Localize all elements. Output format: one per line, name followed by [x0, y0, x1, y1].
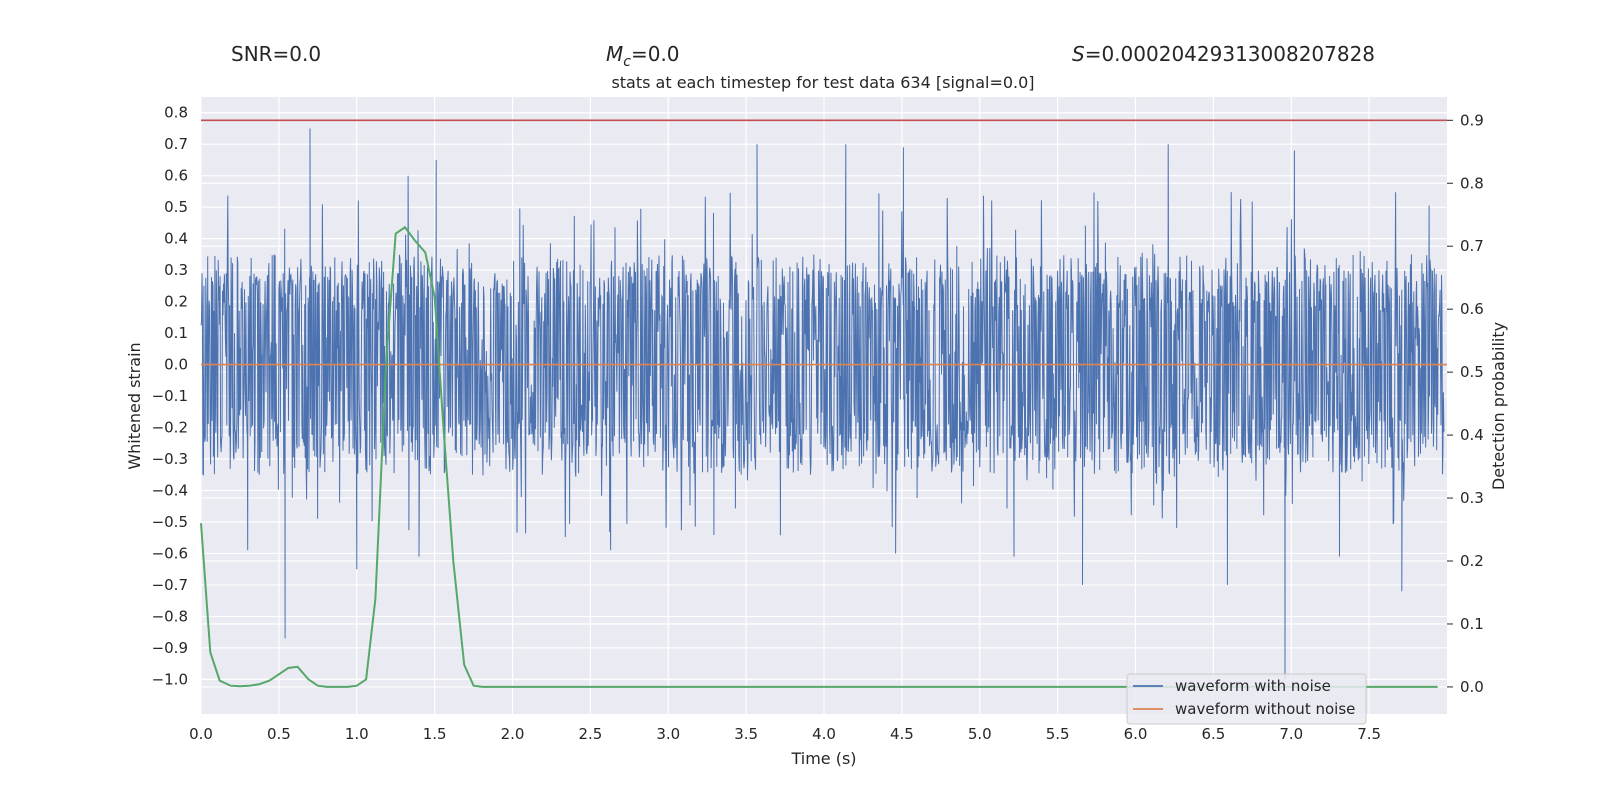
x-tick-label-11: 5.5	[1046, 725, 1070, 743]
y-left-tick-label-14: −0.6	[152, 544, 188, 562]
waveform-with-noise-series	[200, 128, 1445, 680]
x-tick-labels: 0.0 0.5 1.0 1.5 2.0 2.5 3.0 3.5 4.0 4.5 5.0 5.5 6.0 6…	[189, 725, 1381, 743]
x-tick-label-4: 2.0	[501, 725, 525, 743]
y-right-tick-label-1: 0.8	[1460, 174, 1484, 192]
y-left-tick-label-6: 0.2	[164, 293, 188, 311]
y-right-tick-labels: 0.9 0.8 0.7 0.6 0.5 0.4 0.3 0.2 0.1 0.0	[1447, 111, 1484, 696]
y-left-tick-label-9: −0.1	[152, 387, 188, 405]
y-left-tick-label-15: −0.7	[152, 576, 188, 594]
y-right-tick-label-4: 0.5	[1460, 363, 1484, 381]
y-left-tick-label-2: 0.6	[164, 167, 188, 185]
x-tick-label-6: 3.0	[656, 725, 680, 743]
y-right-tick-label-7: 0.2	[1460, 552, 1484, 570]
y-left-tick-label-1: 0.7	[164, 135, 188, 153]
x-tick-label-7: 3.5	[734, 725, 758, 743]
x-tick-label-2: 1.0	[345, 725, 369, 743]
y-left-tick-label-13: −0.5	[152, 513, 188, 531]
x-tick-label-3: 1.5	[423, 725, 447, 743]
y-left-tick-labels: 0.8 0.7 0.6 0.5 0.4 0.3 0.2 0.1 0.0 −0.1 −0.2 −0.3 −…	[152, 104, 188, 689]
y-right-tick-label-0: 0.9	[1460, 111, 1484, 129]
x-tick-label-5: 2.5	[578, 725, 602, 743]
y-left-tick-label-3: 0.5	[164, 198, 188, 216]
legend-box	[1126, 673, 1367, 725]
x-tick-label-12: 6.0	[1124, 725, 1148, 743]
y-left-tick-label-17: −0.9	[152, 639, 188, 657]
y-right-tick-label-8: 0.1	[1460, 615, 1484, 633]
x-tick-label-13: 6.5	[1201, 725, 1225, 743]
x-tick-label-1: 0.5	[267, 725, 291, 743]
x-axis-label: Time (s)	[790, 749, 856, 768]
legend: waveform with noise waveform without noi…	[1126, 673, 1367, 725]
y-left-tick-label-10: −0.2	[152, 419, 188, 437]
y-left-tick-label-7: 0.1	[164, 324, 188, 342]
y-left-tick-label-11: −0.3	[152, 450, 188, 468]
y-left-tick-label-8: 0.0	[164, 356, 188, 374]
y-left-tick-label-5: 0.3	[164, 261, 188, 279]
y-right-tick-label-9: 0.0	[1460, 678, 1484, 696]
y-left-tick-label-18: −1.0	[152, 670, 188, 688]
chart-title: stats at each timestep for test data 634…	[611, 73, 1034, 92]
y-left-tick-label-4: 0.4	[164, 230, 188, 248]
x-tick-label-15: 7.5	[1357, 725, 1381, 743]
x-tick-label-0: 0.0	[189, 725, 213, 743]
y-right-tick-label-5: 0.4	[1460, 426, 1484, 444]
x-tick-label-14: 7.0	[1279, 725, 1303, 743]
chirp-mass-label: Mc=0.0	[606, 42, 680, 70]
waveform-with-noise-line	[200, 128, 1445, 680]
y-left-tick-label-12: −0.4	[152, 481, 188, 499]
x-tick-label-9: 4.5	[890, 725, 914, 743]
y-right-tick-label-2: 0.7	[1460, 237, 1484, 255]
detection-probability-line	[200, 225, 1438, 688]
y-left-axis-label: Whitened strain	[125, 342, 144, 469]
y-right-tick-label-3: 0.6	[1460, 300, 1484, 318]
y-left-tick-label-16: −0.8	[152, 607, 188, 625]
y-left-tick-label-0: 0.8	[164, 104, 188, 122]
legend-label-clean: waveform without noise	[1175, 700, 1355, 718]
legend-label-noise: waveform with noise	[1175, 677, 1331, 695]
snr-label: SNR=0.0	[231, 42, 321, 66]
statistic-label: S=0.00020429313008207828	[1072, 42, 1375, 66]
y-right-tick-label-6: 0.3	[1460, 489, 1484, 507]
y-right-axis-label: Detection probability	[1489, 322, 1508, 490]
x-tick-label-10: 5.0	[968, 725, 992, 743]
x-tick-label-8: 4.0	[812, 725, 836, 743]
